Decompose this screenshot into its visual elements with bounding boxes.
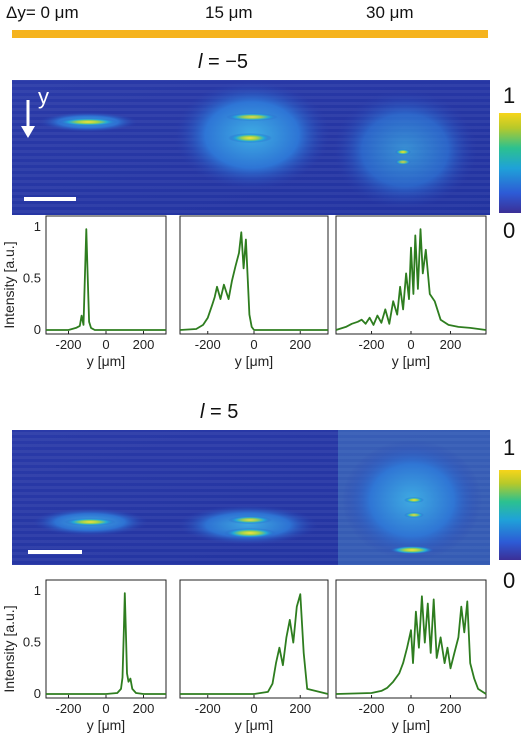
x-tick-label: -200 xyxy=(359,337,385,352)
y-tick-label: 0.5 xyxy=(23,271,41,286)
line-plot-1: -200 0 200 y [μm] xyxy=(179,215,329,369)
y-tick-label: 1 xyxy=(34,583,41,598)
x-tick-label: 200 xyxy=(289,701,311,716)
x-tick-label: -200 xyxy=(359,701,385,716)
x-tick-label: 200 xyxy=(440,337,462,352)
line-plot-3: -200 0 200 0 0.5 1 Intensity [a.u.] y [μm] xyxy=(1,579,167,733)
x-tick-label: 200 xyxy=(289,337,311,352)
label-l-plus5: l = 5 xyxy=(200,401,238,423)
series-line xyxy=(335,228,487,331)
y-axis-label: Intensity [a.u.] xyxy=(1,241,17,328)
y-tick-label: 0 xyxy=(34,322,41,337)
colorbar-min-top: 0 xyxy=(503,218,515,243)
scale-bar xyxy=(24,197,76,201)
plot-frame xyxy=(335,215,487,335)
x-tick-label: 0 xyxy=(250,701,257,716)
x-axis-label: y [μm] xyxy=(392,717,430,733)
shift-label-2: 30 μm xyxy=(366,3,414,22)
x-axis-label: y [μm] xyxy=(87,353,125,369)
x-tick-label: 200 xyxy=(133,701,155,716)
x-tick-label: -200 xyxy=(195,701,221,716)
colorbar-max-top: 1 xyxy=(503,83,515,108)
x-axis-label: y [μm] xyxy=(235,353,273,369)
x-tick-label: 0 xyxy=(407,337,414,352)
x-tick-label: 200 xyxy=(133,337,155,352)
x-axis-label: y [μm] xyxy=(87,717,125,733)
series-line xyxy=(46,228,166,331)
plot-frame xyxy=(45,215,167,335)
plot-frame xyxy=(179,215,329,335)
header-bar xyxy=(12,30,488,38)
y-tick-label: 0 xyxy=(34,686,41,701)
colorbar-top: 1 0 xyxy=(499,83,521,243)
line-plot-2: -200 0 200 y [μm] xyxy=(335,215,487,369)
x-tick-label: -200 xyxy=(195,337,221,352)
colorbar-min-bottom: 0 xyxy=(503,568,515,593)
x-tick-label: 0 xyxy=(102,337,109,352)
series-line xyxy=(46,592,166,695)
colorbar-bottom: 1 0 xyxy=(499,435,521,593)
heatmap-row-bottom xyxy=(12,430,490,565)
series-line xyxy=(179,231,328,331)
y-axis-label: Intensity [a.u.] xyxy=(1,605,17,692)
series-line xyxy=(180,593,329,695)
plot-frame xyxy=(45,579,167,699)
x-tick-label: -200 xyxy=(55,701,81,716)
scale-bar xyxy=(28,550,82,554)
line-plot-4: -200 0 200 y [μm] xyxy=(179,579,329,733)
x-tick-label: 0 xyxy=(407,701,414,716)
heatmap-row-top: y xyxy=(12,80,490,215)
y-tick-label: 0.5 xyxy=(23,635,41,650)
series-line xyxy=(335,595,487,695)
label-l-minus5: l = −5 xyxy=(198,51,248,73)
x-tick-label: 0 xyxy=(250,337,257,352)
line-plot-0: -200 0 200 0 0.5 1 Intensity [a.u.] y [μm] xyxy=(1,215,167,369)
colorbar-max-bottom: 1 xyxy=(503,435,515,460)
x-axis-label: y [μm] xyxy=(392,353,430,369)
shift-label-1: 15 μm xyxy=(205,3,253,22)
x-axis-label: y [μm] xyxy=(235,717,273,733)
x-tick-label: 200 xyxy=(440,701,462,716)
y-tick-label: 1 xyxy=(34,219,41,234)
x-tick-label: 0 xyxy=(102,701,109,716)
y-arrow-label: y xyxy=(38,84,49,109)
x-tick-label: -200 xyxy=(55,337,81,352)
shift-label-0: Δy= 0 μm xyxy=(6,3,79,22)
line-plot-5: -200 0 200 y [μm] xyxy=(335,579,487,733)
